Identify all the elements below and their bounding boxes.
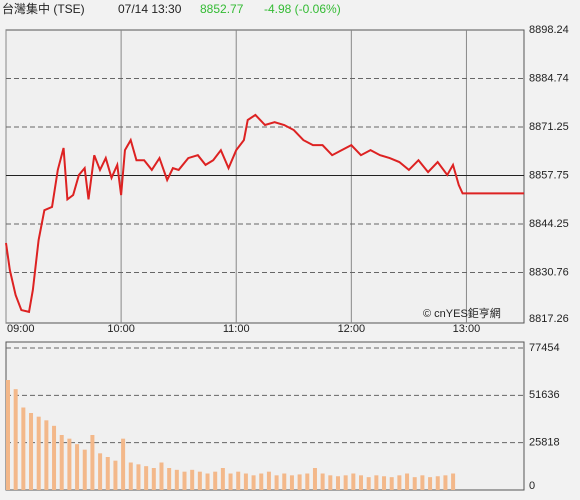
volume-bar [13, 389, 18, 490]
volume-bar [144, 466, 149, 490]
volume-bar [405, 473, 410, 490]
volume-bar [182, 471, 187, 490]
y-tick-label: 77454 [529, 342, 560, 354]
volume-bar [420, 475, 425, 490]
volume-bar [243, 473, 248, 490]
volume-bar [251, 475, 256, 490]
volume-bar [389, 477, 394, 490]
volume-bar [220, 467, 225, 490]
time: 07/14 13:30 [118, 2, 182, 16]
volume-bar [289, 475, 294, 490]
y-tick-label: 8830.76 [529, 266, 569, 278]
volume-bar [382, 476, 387, 490]
index-name: 台灣集中 (TSE) [2, 1, 85, 16]
volume-bar [366, 477, 371, 490]
volume-bar [428, 477, 433, 490]
volume-bar [21, 407, 26, 490]
watermark: © cnYES鉅亨網 [423, 306, 501, 320]
volume-bar [75, 444, 80, 490]
volume-bar [29, 412, 34, 490]
volume-bar [98, 453, 103, 490]
volume-bar [451, 473, 456, 490]
y-tick-label: 8844.25 [529, 218, 569, 230]
plot-area [5, 29, 525, 324]
volume-bar [412, 477, 417, 490]
volume-bar [374, 475, 379, 490]
volume-bar [159, 462, 164, 490]
volume-bar [274, 475, 279, 490]
volume-bar [174, 469, 179, 490]
x-tick-label: 11:00 [223, 323, 250, 335]
volume-bar [266, 471, 271, 490]
volume-bar [213, 471, 218, 490]
x-tick-label: 10:00 [107, 323, 135, 335]
volume-bar [59, 434, 64, 490]
y-tick-label: 8898.24 [529, 24, 569, 36]
volume-bar [443, 475, 448, 490]
volume-bar [259, 473, 264, 490]
volume-bar [128, 462, 133, 490]
volume-bar [36, 416, 41, 490]
volume-bar [312, 467, 317, 490]
y-tick-label: 8817.26 [529, 313, 569, 325]
price: 8852.77 [200, 2, 244, 16]
volume-bar [121, 438, 126, 490]
volume-bar [6, 379, 10, 490]
volume-bar [67, 438, 72, 490]
volume-bar [236, 471, 241, 490]
volume-bar [228, 473, 233, 490]
volume-bar [113, 460, 118, 490]
volume-bar [297, 474, 302, 490]
y-tick-label: 0 [529, 480, 535, 492]
volume-bar [205, 473, 210, 490]
y-tick-label: 51636 [529, 389, 560, 401]
volume-bar [82, 449, 87, 490]
volume-bar [397, 475, 402, 490]
volume-bar [197, 471, 202, 490]
volume-bar [151, 467, 156, 490]
x-tick-label: 12:00 [338, 323, 366, 335]
volume-bar [343, 475, 348, 490]
y-tick-label: 8857.75 [529, 169, 569, 181]
volume-bar [136, 464, 141, 490]
change: -4.98 (-0.06%) [264, 2, 341, 16]
y-tick-label: 8884.74 [529, 72, 569, 84]
volume-bar [167, 467, 172, 490]
y-tick-label: 25818 [529, 437, 560, 449]
volume-bar [105, 456, 110, 490]
y-tick-label: 8871.25 [529, 121, 569, 133]
volume-bar [52, 425, 57, 490]
volume-bar [351, 473, 356, 490]
volume-bar [320, 473, 325, 490]
volume-bar [435, 476, 440, 490]
volume-bar [190, 469, 195, 490]
x-tick-label: 13:00 [453, 323, 481, 335]
volume-bar [335, 476, 340, 490]
price-line [5, 113, 524, 314]
volume-bar [359, 475, 364, 490]
volume-bar [90, 434, 95, 490]
x-tick-label: 09:00 [7, 323, 35, 335]
volume-bar [305, 473, 310, 490]
volume-bar [328, 475, 333, 490]
volume-bar [282, 473, 287, 490]
volume-bar [44, 420, 49, 490]
